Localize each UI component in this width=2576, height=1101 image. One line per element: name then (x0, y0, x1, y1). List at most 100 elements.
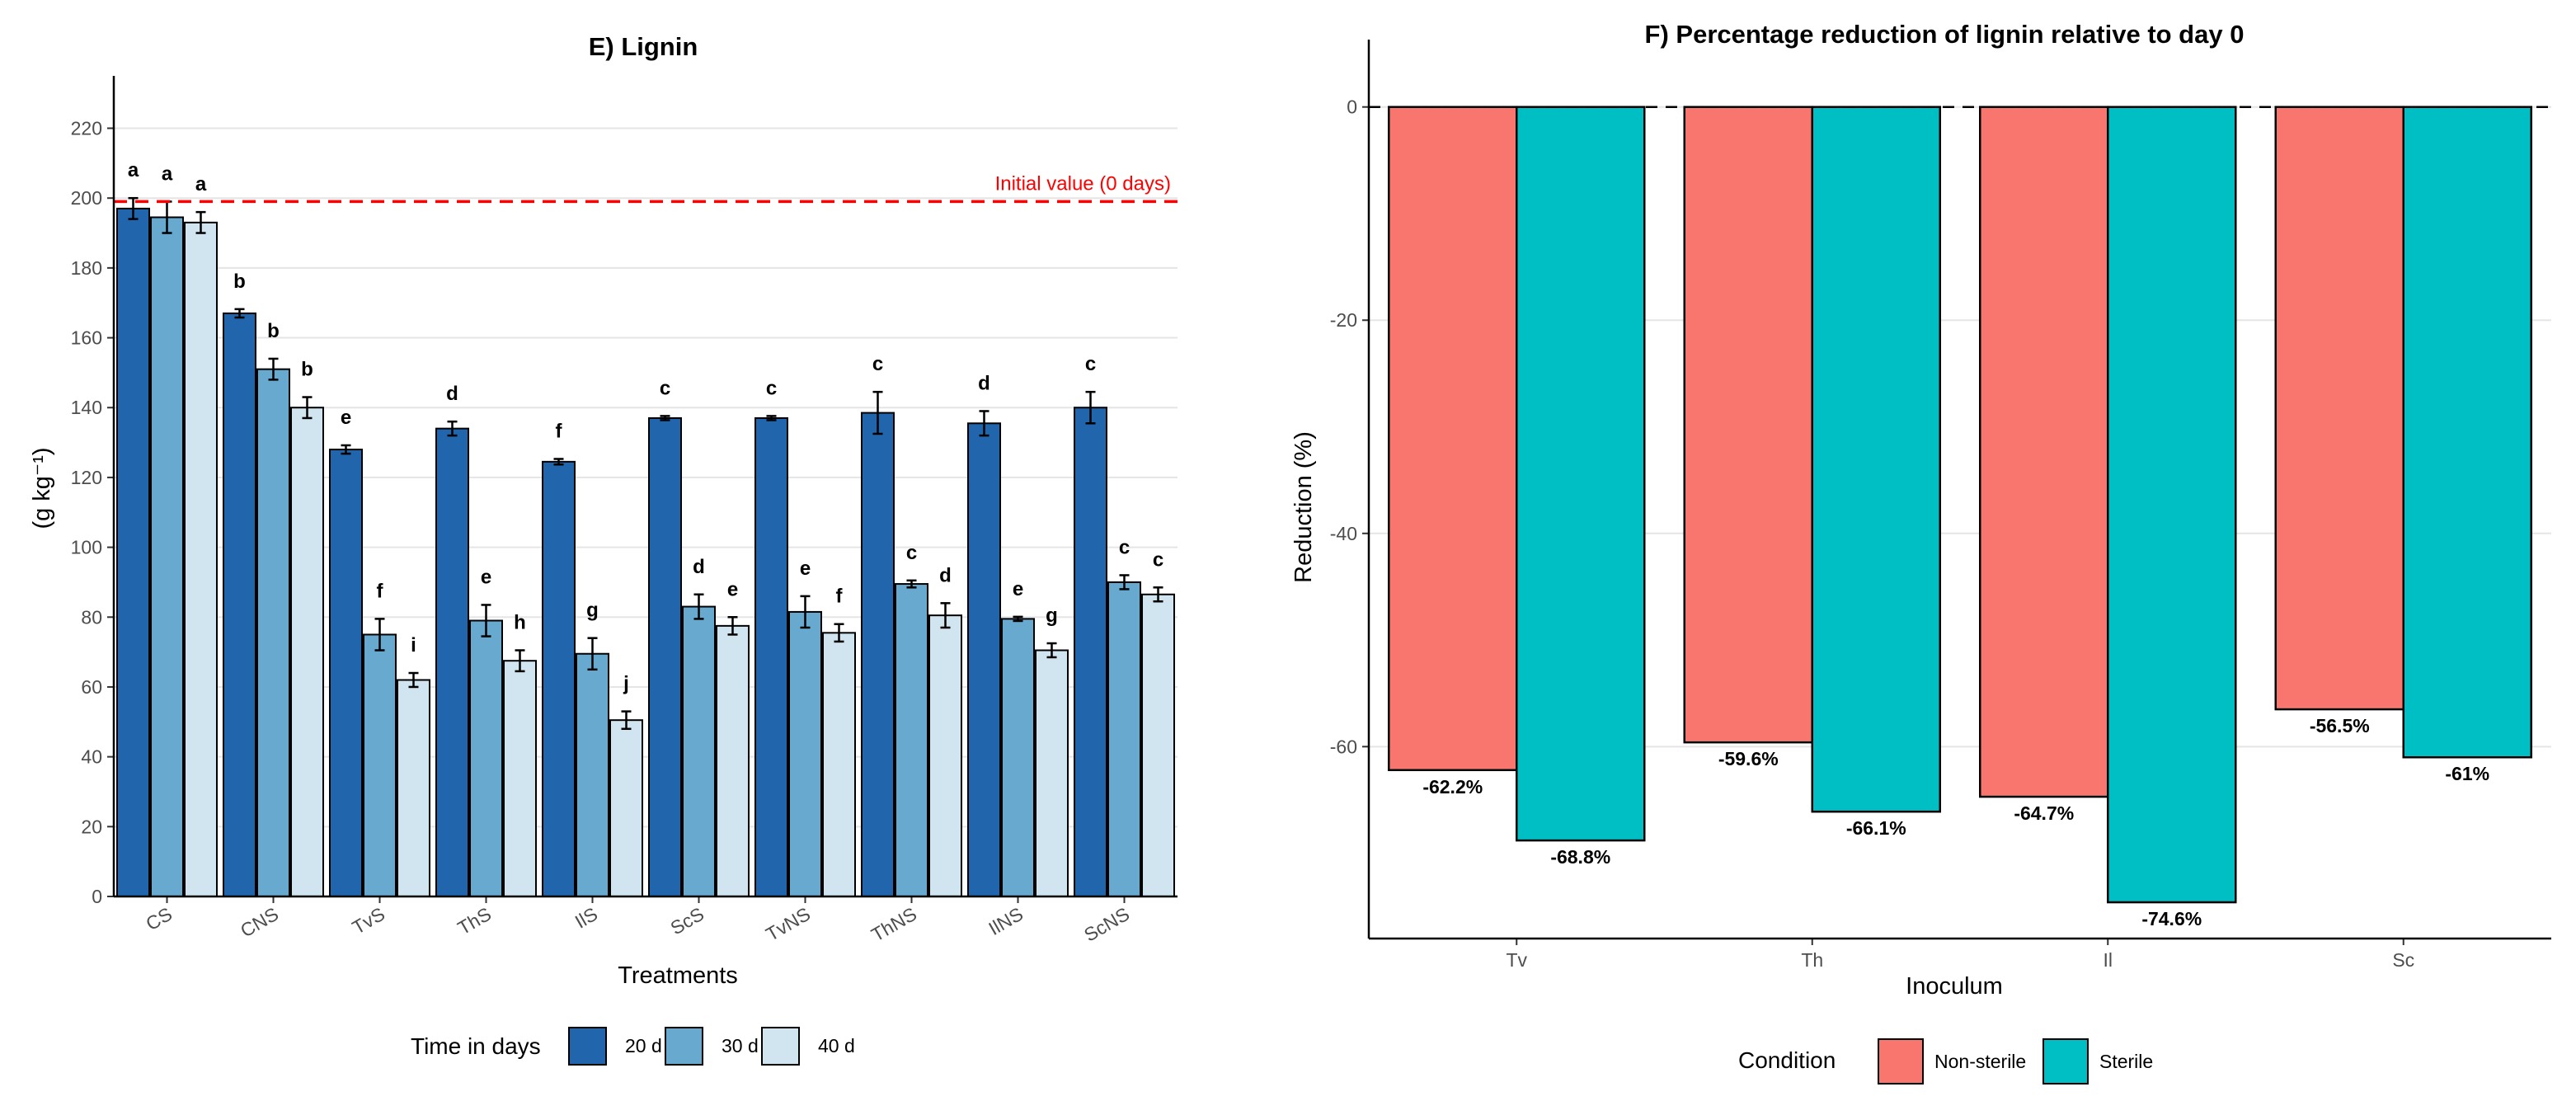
lignin-significance-letter: e (481, 566, 491, 588)
lignin-bar (256, 368, 290, 898)
lignin-bar (1035, 649, 1069, 897)
lignin-x-tick-label: ScS (666, 903, 707, 939)
lignin-bar (648, 416, 682, 897)
lignin-bar (116, 207, 150, 897)
lignin-y-tick-label: 100 (71, 537, 102, 558)
lignin-y-tick-label: 160 (71, 327, 102, 349)
reduction-y-tick-label: -40 (1330, 523, 1357, 544)
lignin-bar (329, 449, 363, 897)
reduction-x-tick-label: Th (1801, 949, 1823, 971)
lignin-significance-letter: d (978, 372, 990, 394)
reduction-panel: F) Percentage reduction of lignin relati… (1290, 20, 2551, 1085)
lignin-y-axis-label: (g kg⁻¹) (29, 447, 55, 529)
reduction-data-label: -61% (2445, 763, 2489, 784)
lignin-legend-label: 40 d (818, 1035, 855, 1056)
lignin-x-tick-label: IlS (571, 903, 601, 933)
lignin-y-tick-label: 0 (92, 886, 102, 907)
lignin-bar (363, 633, 397, 898)
reduction-bar (2107, 106, 2237, 904)
lignin-chart-title: E) Lignin (589, 32, 698, 61)
lignin-bar (576, 652, 609, 898)
lignin-bar (754, 416, 788, 897)
lignin-significance-letter: e (1013, 578, 1023, 600)
lignin-significance-letter: c (872, 353, 883, 375)
reduction-y-tick-label: 0 (1347, 96, 1357, 118)
lignin-significance-letter: c (906, 542, 917, 564)
lignin-bar (1107, 581, 1141, 897)
lignin-x-tick-label: CS (142, 903, 176, 934)
lignin-legend-swatch (761, 1027, 800, 1066)
lignin-significance-letter: g (1046, 605, 1058, 627)
lignin-y-tick-label: 60 (81, 676, 102, 698)
lignin-significance-letter: e (727, 578, 738, 600)
lignin-x-tick-label: TvNS (762, 903, 814, 945)
lignin-x-tick-label: TvS (349, 903, 388, 939)
lignin-significance-letter: c (1153, 548, 1163, 571)
lignin-bar (1141, 593, 1175, 897)
reduction-data-label: -62.2% (1422, 776, 1483, 798)
reduction-chart-title: F) Percentage reduction of lignin relati… (1645, 20, 2245, 49)
lignin-significance-letter: b (267, 320, 280, 342)
reduction-legend-label: Sterile (2099, 1051, 2153, 1072)
lignin-significance-letter: c (660, 377, 670, 399)
lignin-reference-line: Initial value (0 days) (114, 172, 1178, 204)
reduction-axes: -60 -40 -20 0 Tv Th Il Sc (1330, 40, 2551, 971)
lignin-bar (928, 614, 962, 897)
reduction-x-tick-label: Il (2104, 949, 2113, 971)
lignin-significance-letter: a (128, 159, 139, 181)
lignin-bar (150, 216, 184, 898)
lignin-legend-label: 30 d (722, 1035, 759, 1056)
lignin-significance-letter: c (766, 377, 777, 399)
reduction-legend-label: Non-sterile (1934, 1051, 2026, 1072)
lignin-y-tick-label: 140 (71, 397, 102, 418)
lignin-y-tick-label: 200 (71, 187, 102, 209)
reduction-x-tick-label: Tv (1506, 949, 1527, 971)
lignin-y-tick-label: 40 (81, 746, 102, 768)
lignin-significance-letter: f (377, 580, 384, 602)
lignin-bar (469, 619, 503, 897)
lignin-bar (1001, 618, 1035, 897)
lignin-bar (503, 660, 537, 898)
lignin-significance-letter: d (939, 564, 952, 586)
lignin-bar (788, 610, 822, 897)
reduction-data-label: -56.5% (2310, 715, 2370, 736)
lignin-bar (223, 312, 256, 897)
lignin-significance-letter: f (836, 586, 844, 608)
lignin-x-tick-label: ThNS (867, 903, 920, 946)
lignin-significance-letter: h (514, 612, 526, 634)
lignin-legend-label: 20 d (625, 1035, 662, 1056)
reduction-data-label: -59.6% (1718, 748, 1779, 769)
lignin-bar (967, 422, 1001, 897)
reduction-data-label: -66.1% (1846, 817, 1906, 839)
lignin-significance-letter: e (800, 558, 811, 580)
reduction-bar (2402, 106, 2532, 759)
lignin-significance-letter: a (195, 173, 207, 195)
reduction-legend-title: Condition (1738, 1047, 1836, 1073)
reduction-bar (1979, 106, 2109, 798)
lignin-bar (895, 583, 928, 897)
lignin-bar (435, 427, 469, 897)
lignin-bar (397, 679, 430, 898)
reduction-legend-swatch (2042, 1038, 2089, 1085)
reduction-bar (1811, 106, 1941, 813)
reduction-y-tick-label: -20 (1330, 309, 1357, 331)
lignin-x-tick-label: IlNS (985, 903, 1027, 939)
lignin-bar (822, 632, 856, 897)
lignin-y-tick-label: 80 (81, 606, 102, 628)
reduction-bars: -62.2% -68.8% -59.6% -66.1% -64.7% -74.6% -56.… (1388, 106, 2532, 929)
reduction-x-axis-label: Inoculum (1906, 973, 2003, 1000)
lignin-bar (682, 605, 716, 897)
reduction-x-tick-label: Sc (2392, 949, 2414, 971)
lignin-legend-swatch (568, 1027, 607, 1066)
reduction-bar (1388, 106, 1518, 772)
lignin-significance-letter: d (446, 383, 458, 405)
lignin-significance-letter: e (341, 407, 351, 429)
lignin-y-tick-label: 20 (81, 816, 102, 837)
reduction-legend: Condition Non-sterile Sterile (1738, 1038, 2153, 1085)
reduction-bar (1683, 106, 1813, 744)
lignin-significance-letter: b (233, 271, 246, 293)
lignin-significance-letter: d (693, 556, 705, 578)
reduction-bar (2274, 106, 2404, 711)
reduction-data-label: -68.8% (1550, 846, 1610, 868)
